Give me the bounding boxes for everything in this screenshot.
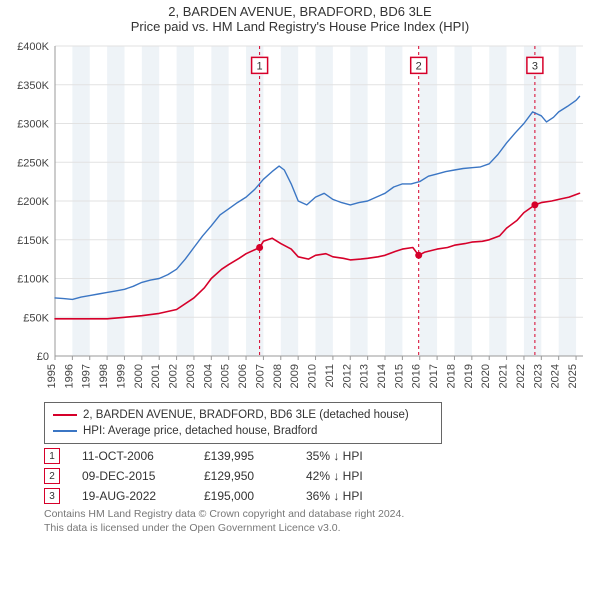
legend-row: 2, BARDEN AVENUE, BRADFORD, BD6 3LE (det… bbox=[53, 407, 433, 423]
svg-text:2022: 2022 bbox=[515, 364, 527, 388]
svg-text:£200K: £200K bbox=[17, 196, 49, 208]
svg-text:2008: 2008 bbox=[272, 364, 284, 388]
sale-marker: 2 bbox=[44, 468, 60, 484]
page-subtitle: Price paid vs. HM Land Registry's House … bbox=[0, 19, 600, 34]
sale-date: 09-DEC-2015 bbox=[82, 469, 182, 483]
svg-text:2013: 2013 bbox=[359, 364, 371, 388]
svg-text:2014: 2014 bbox=[376, 364, 388, 388]
sale-marker: 3 bbox=[44, 488, 60, 504]
sale-price: £139,995 bbox=[204, 449, 284, 463]
svg-text:2009: 2009 bbox=[289, 364, 301, 388]
svg-text:2003: 2003 bbox=[185, 364, 197, 388]
svg-text:1995: 1995 bbox=[46, 364, 58, 388]
sale-row: 1 11-OCT-2006 £139,995 35% ↓ HPI bbox=[44, 448, 600, 464]
svg-text:2004: 2004 bbox=[202, 364, 214, 388]
footer-attribution: Contains HM Land Registry data © Crown c… bbox=[44, 508, 600, 535]
svg-text:£350K: £350K bbox=[17, 80, 49, 92]
svg-text:2024: 2024 bbox=[550, 364, 562, 388]
page-title: 2, BARDEN AVENUE, BRADFORD, BD6 3LE bbox=[0, 4, 600, 19]
svg-text:£50K: £50K bbox=[23, 312, 49, 324]
sale-pct: 36% ↓ HPI bbox=[306, 489, 406, 503]
svg-text:£100K: £100K bbox=[17, 274, 49, 286]
svg-text:2016: 2016 bbox=[411, 364, 423, 388]
legend-label: HPI: Average price, detached house, Brad… bbox=[83, 423, 317, 439]
svg-text:2018: 2018 bbox=[445, 364, 457, 388]
svg-text:2011: 2011 bbox=[324, 364, 336, 388]
svg-text:2021: 2021 bbox=[498, 364, 510, 388]
svg-text:2012: 2012 bbox=[341, 364, 353, 388]
svg-text:1: 1 bbox=[257, 60, 263, 72]
svg-text:1997: 1997 bbox=[81, 364, 93, 388]
svg-text:2019: 2019 bbox=[463, 364, 475, 388]
sale-pct: 42% ↓ HPI bbox=[306, 469, 406, 483]
sale-price: £129,950 bbox=[204, 469, 284, 483]
svg-text:2000: 2000 bbox=[133, 364, 145, 388]
svg-text:£250K: £250K bbox=[17, 157, 49, 169]
sale-date: 19-AUG-2022 bbox=[82, 489, 182, 503]
sale-row: 3 19-AUG-2022 £195,000 36% ↓ HPI bbox=[44, 488, 600, 504]
svg-text:2015: 2015 bbox=[393, 364, 405, 388]
svg-text:2006: 2006 bbox=[237, 364, 249, 388]
svg-text:3: 3 bbox=[532, 60, 538, 72]
sale-date: 11-OCT-2006 bbox=[82, 449, 182, 463]
svg-text:2002: 2002 bbox=[168, 364, 180, 388]
svg-text:£300K: £300K bbox=[17, 119, 49, 131]
svg-text:£400K: £400K bbox=[17, 41, 49, 53]
svg-text:1998: 1998 bbox=[98, 364, 110, 388]
chart-container: £0 £50K £100K £150K £200K £250K £300K £350K £400… bbox=[0, 38, 600, 398]
svg-text:2: 2 bbox=[416, 60, 422, 72]
legend-row: HPI: Average price, detached house, Brad… bbox=[53, 423, 433, 439]
svg-text:£0: £0 bbox=[37, 351, 49, 363]
sale-price: £195,000 bbox=[204, 489, 284, 503]
sale-row: 2 09-DEC-2015 £129,950 42% ↓ HPI bbox=[44, 468, 600, 484]
svg-text:£150K: £150K bbox=[17, 235, 49, 247]
sale-pct: 35% ↓ HPI bbox=[306, 449, 406, 463]
svg-text:2005: 2005 bbox=[220, 364, 232, 388]
legend-swatch bbox=[53, 414, 77, 416]
price-chart: £0 £50K £100K £150K £200K £250K £300K £350K £400… bbox=[0, 38, 600, 398]
sale-marker: 1 bbox=[44, 448, 60, 464]
svg-text:2020: 2020 bbox=[480, 364, 492, 388]
footer-line-2: This data is licensed under the Open Gov… bbox=[44, 522, 600, 536]
footer-line-1: Contains HM Land Registry data © Crown c… bbox=[44, 508, 600, 522]
legend: 2, BARDEN AVENUE, BRADFORD, BD6 3LE (det… bbox=[44, 402, 442, 444]
svg-text:2001: 2001 bbox=[150, 364, 162, 388]
svg-text:1999: 1999 bbox=[115, 364, 127, 388]
sales-table: 1 11-OCT-2006 £139,995 35% ↓ HPI 2 09-DEC-201… bbox=[44, 448, 600, 504]
svg-text:2010: 2010 bbox=[307, 364, 319, 388]
svg-text:2025: 2025 bbox=[567, 364, 579, 388]
legend-label: 2, BARDEN AVENUE, BRADFORD, BD6 3LE (det… bbox=[83, 407, 409, 423]
svg-text:2017: 2017 bbox=[428, 364, 440, 388]
svg-text:2023: 2023 bbox=[532, 364, 544, 388]
legend-swatch bbox=[53, 430, 77, 432]
svg-text:2007: 2007 bbox=[254, 364, 266, 388]
svg-text:1996: 1996 bbox=[63, 364, 75, 388]
